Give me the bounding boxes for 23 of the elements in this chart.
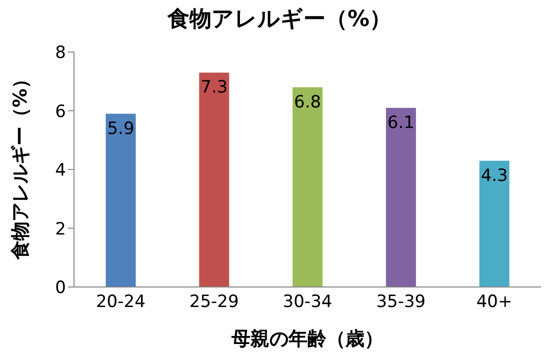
bar [106,114,136,287]
x-tick-label: 35-39 [376,292,426,312]
y-axis-title: 食物アレルギー（%） [10,69,32,260]
bar [386,108,416,287]
data-label: 4.3 [480,166,508,186]
data-label: 6.8 [294,92,322,112]
x-axis-title: 母親の年齢（歳） [230,328,384,350]
y-tick-label: 2 [55,219,66,240]
x-tick-label: 40+ [476,292,512,312]
x-tick-label: 30-34 [282,292,332,312]
y-tick-label: 8 [55,43,66,64]
x-tick-label: 20-24 [96,292,146,312]
data-label: 7.3 [200,78,228,98]
y-tick-label: 6 [55,102,66,122]
data-label: 5.9 [107,118,134,139]
y-tick-label: 0 [55,278,66,298]
bar [292,87,323,287]
x-tick-label: 25-29 [189,292,239,312]
chart-title: 食物アレルギー（%） [166,6,393,34]
bar [479,160,510,287]
y-tick-label: 4 [55,160,66,181]
bar [199,72,230,287]
data-label: 6.1 [387,112,414,133]
